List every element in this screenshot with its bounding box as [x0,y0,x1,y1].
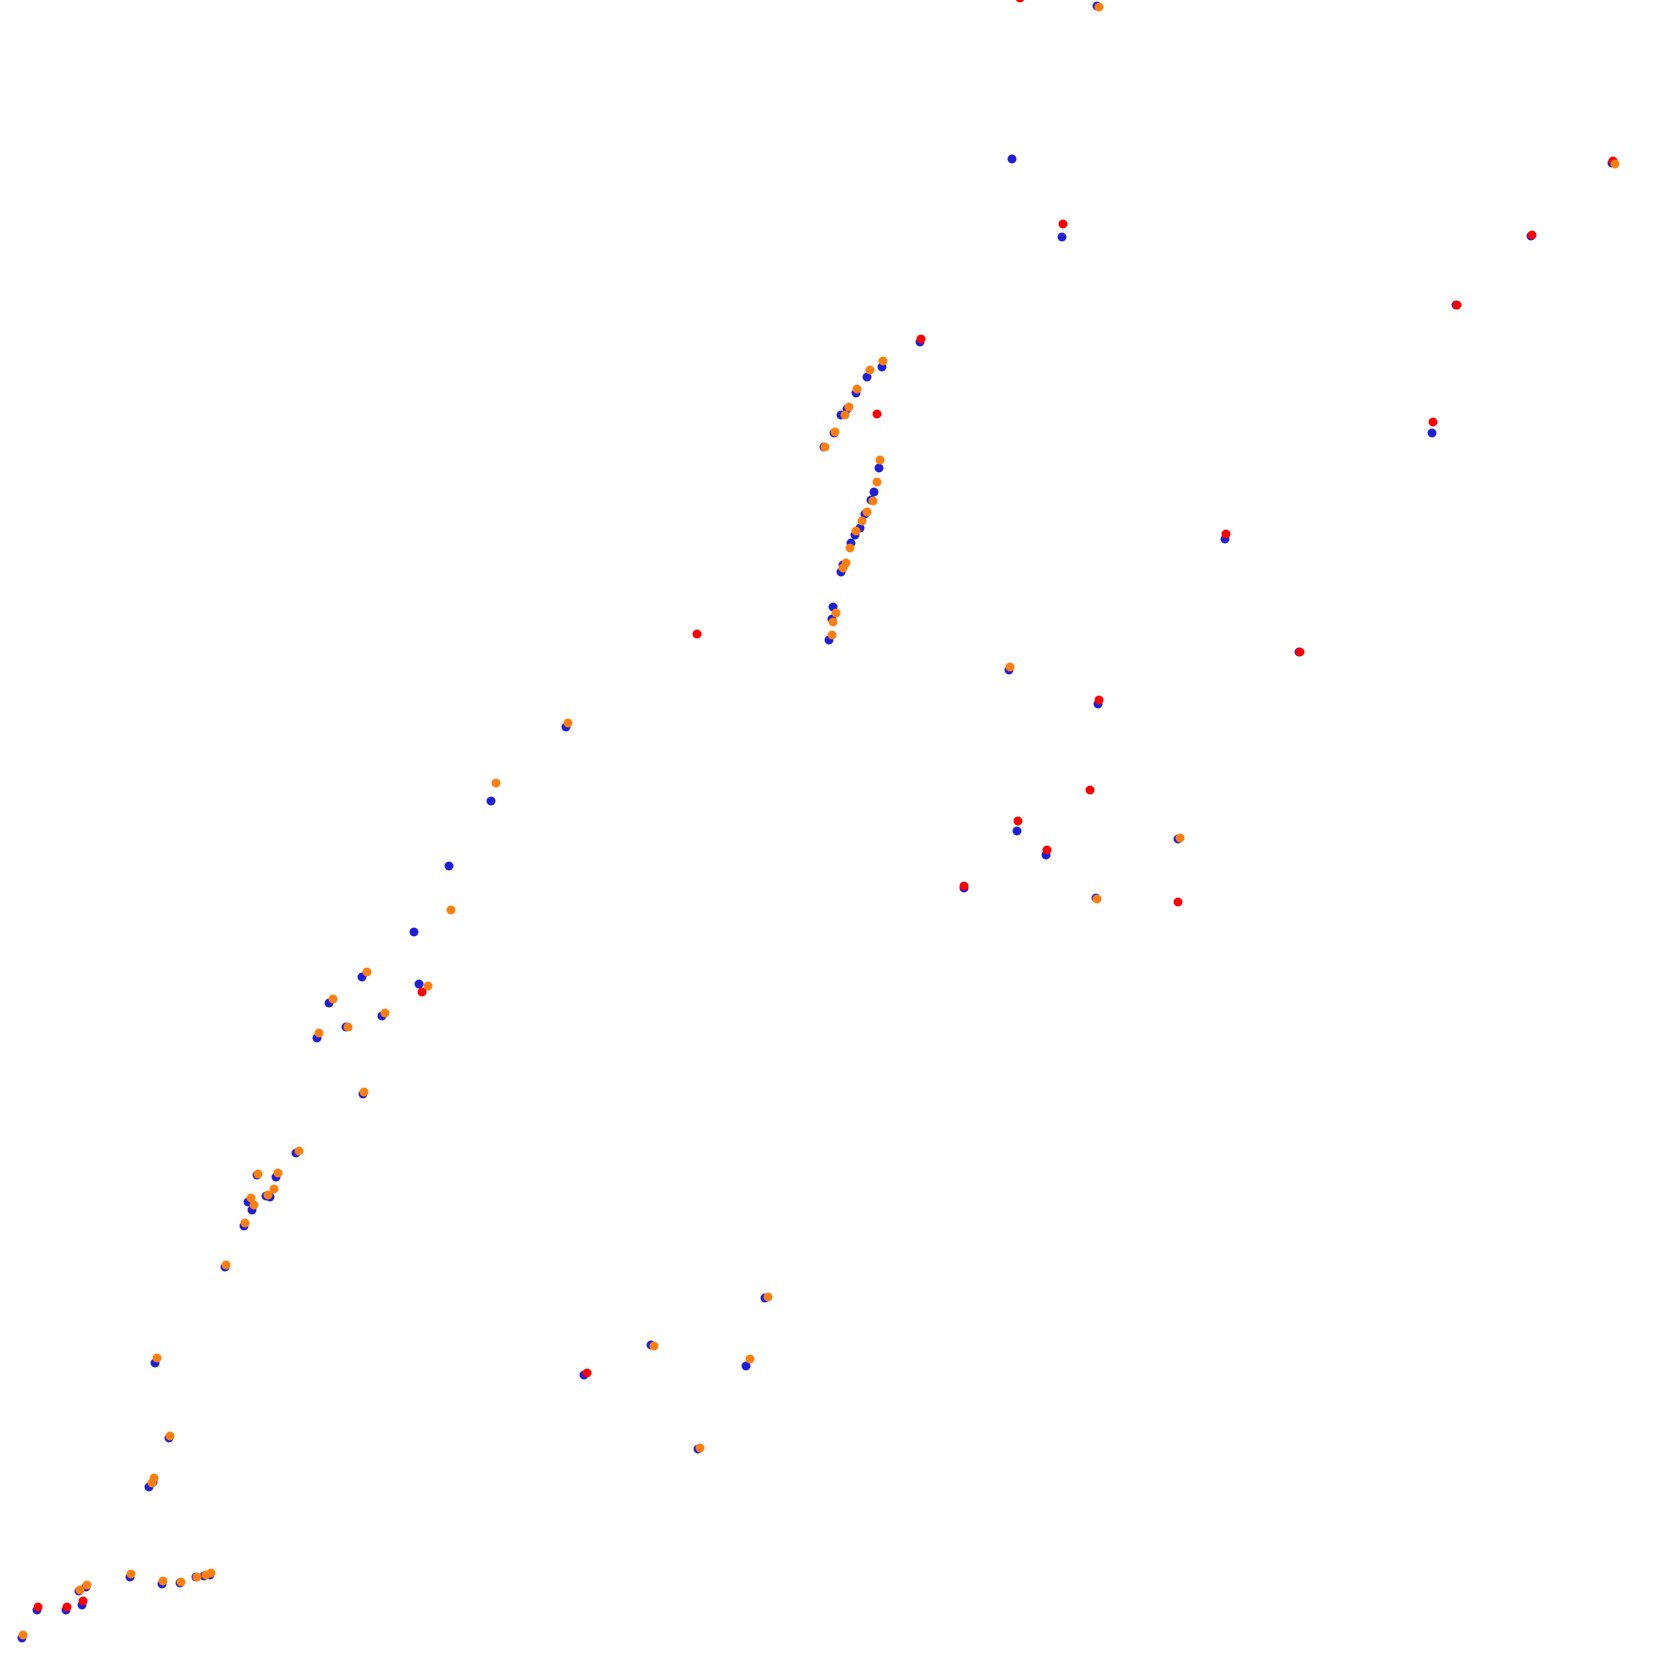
data-point-orange-25 [328,994,338,1004]
data-point-orange-47 [875,455,885,465]
data-point-orange-22 [359,1087,369,1097]
data-point-orange-1 [75,1585,85,1595]
data-point-blue-66 [1012,826,1022,836]
data-point-orange-50 [840,410,850,420]
data-point-orange-10 [149,1473,159,1483]
data-point-orange-15 [249,1200,259,1210]
data-point-orange-51 [844,402,854,412]
data-point-orange-48 [820,442,830,452]
data-point-orange-8 [206,1568,216,1578]
data-point-orange-37 [828,617,838,627]
data-point-orange-35 [695,1443,705,1453]
data-point-red-7 [1013,816,1023,826]
data-point-red-8 [1042,845,1052,855]
data-point-red-4 [916,334,926,344]
data-point-orange-33 [745,1354,755,1364]
data-point-orange-12 [152,1353,162,1363]
data-point-blue-32 [414,979,424,989]
data-point-red-1 [62,1602,72,1612]
data-point-orange-58 [1175,833,1185,843]
data-point-orange-20 [253,1169,263,1179]
data-point-red-19 [1015,0,1025,3]
data-point-orange-45 [868,496,878,506]
data-point-red-18 [872,409,882,419]
data-point-orange-38 [831,608,841,618]
data-point-orange-17 [263,1190,273,1200]
data-point-orange-13 [221,1260,231,1270]
data-point-red-15 [1295,647,1305,657]
data-point-orange-3 [126,1569,136,1579]
data-point-red-9 [1094,695,1104,705]
data-point-orange-27 [380,1008,390,1018]
data-point-orange-16 [246,1193,256,1203]
data-point-orange-14 [240,1218,250,1228]
data-point-orange-42 [851,526,861,536]
data-point-orange-2 [82,1580,92,1590]
data-point-red-11 [1428,417,1438,427]
series-orange [18,2,1620,1640]
data-point-blue-77 [1057,232,1067,242]
data-point-red-0 [33,1602,43,1612]
data-point-orange-57 [1610,159,1620,169]
data-point-red-6 [959,881,969,891]
data-point-orange-23 [314,1028,324,1038]
data-point-blue-31 [409,927,419,937]
data-point-orange-24 [343,1022,353,1032]
data-point-orange-43 [857,516,867,526]
data-point-orange-32 [649,1341,659,1351]
data-point-orange-53 [865,365,875,375]
data-point-orange-60 [1005,662,1015,672]
data-point-red-5 [1058,219,1068,229]
data-point-red-17 [692,629,702,639]
series-layer [17,0,1620,1643]
data-point-orange-30 [491,778,501,788]
data-point-orange-5 [176,1577,186,1587]
data-point-orange-40 [841,558,851,568]
series-blue [17,1,1617,1643]
data-point-orange-34 [763,1292,773,1302]
data-point-blue-51 [869,487,879,497]
data-point-orange-46 [872,477,882,487]
data-point-orange-44 [862,507,872,517]
data-point-orange-11 [165,1431,175,1441]
data-point-blue-76 [1427,428,1437,438]
data-point-orange-6 [192,1572,202,1582]
data-point-orange-36 [827,630,837,640]
data-point-orange-0 [18,1630,28,1640]
data-point-orange-26 [362,967,372,977]
data-point-red-16 [417,987,427,997]
data-point-orange-29 [446,905,456,915]
data-point-orange-49 [830,427,840,437]
data-point-red-13 [1527,230,1537,240]
data-point-orange-54 [878,356,888,366]
data-point-orange-4 [158,1576,168,1586]
data-point-orange-52 [852,384,862,394]
data-point-orange-59 [1092,894,1102,904]
data-point-orange-31 [563,718,573,728]
data-point-orange-21 [294,1146,304,1156]
data-point-orange-18 [269,1184,279,1194]
series-red [33,0,1618,1612]
data-point-blue-34 [486,796,496,806]
data-point-blue-33 [444,861,454,871]
data-point-red-2 [78,1596,88,1606]
data-point-red-21 [1085,785,1095,795]
data-point-orange-28 [423,981,433,991]
data-point-blue-52 [874,463,884,473]
data-point-blue-38 [741,1361,751,1371]
data-point-orange-55 [1094,2,1104,12]
data-point-red-12 [1452,300,1462,310]
data-point-red-10 [1221,529,1231,539]
data-point-orange-19 [273,1168,283,1178]
data-point-red-3 [582,1368,592,1378]
data-point-orange-41 [845,543,855,553]
data-point-red-20 [1173,897,1183,907]
data-point-blue-58 [862,372,872,382]
data-point-blue-61 [1007,154,1017,164]
